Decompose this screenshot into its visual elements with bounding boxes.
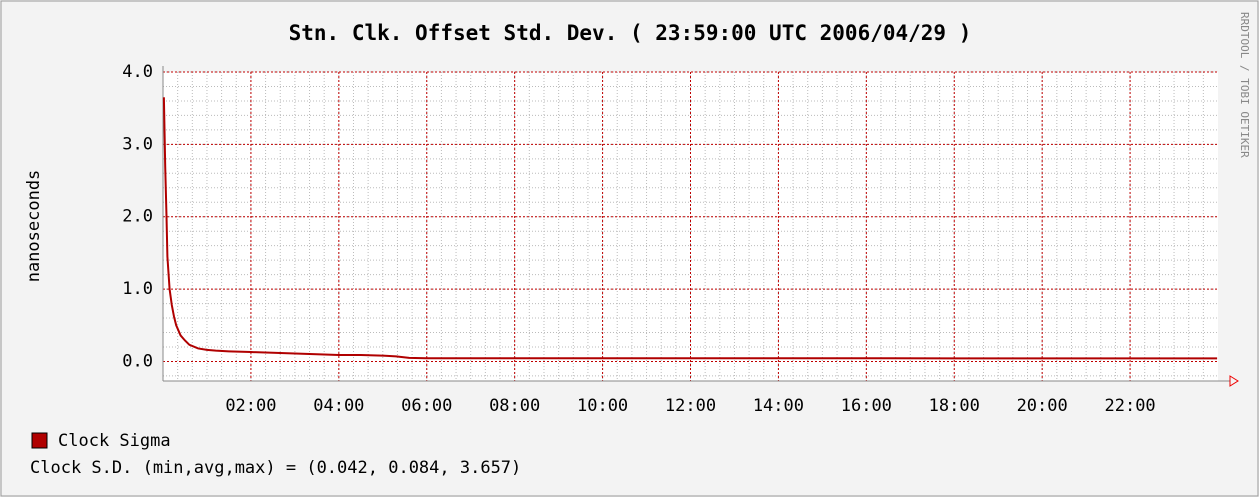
x-tick-label: 14:00 (753, 396, 804, 416)
x-tick-label: 18:00 (929, 396, 980, 416)
y-axis-label: nanoseconds (24, 170, 44, 283)
y-tick-label: 3.0 (122, 134, 153, 154)
y-tick-label: 2.0 (122, 207, 153, 227)
x-tick-label: 20:00 (1017, 396, 1068, 416)
legend-note: Clock S.D. (min,avg,max) = (0.042, 0.084… (30, 458, 521, 478)
data-line (162, 97, 1218, 360)
plot-area (163, 72, 1218, 381)
y-tick-label: 1.0 (122, 279, 153, 299)
x-tick-label: 16:00 (841, 396, 892, 416)
y-tick-label: 4.0 (122, 62, 153, 82)
x-tick-label: 02:00 (225, 396, 276, 416)
legend-swatch (31, 432, 48, 449)
x-axis-arrow (1229, 375, 1239, 387)
chart-title: Stn. Clk. Offset Std. Dev. ( 23:59:00 UT… (289, 21, 972, 45)
x-tick-label: 22:00 (1104, 396, 1155, 416)
x-tick-label: 10:00 (577, 396, 628, 416)
x-tick-label: 06:00 (401, 396, 452, 416)
x-tick-label: 04:00 (313, 396, 364, 416)
watermark: RRDTOOL / TOBI OETIKER (1238, 12, 1251, 158)
legend-label: Clock Sigma (58, 431, 171, 451)
y-tick-label: 0.0 (122, 351, 153, 371)
x-tick-label: 12:00 (665, 396, 716, 416)
x-tick-label: 08:00 (489, 396, 540, 416)
